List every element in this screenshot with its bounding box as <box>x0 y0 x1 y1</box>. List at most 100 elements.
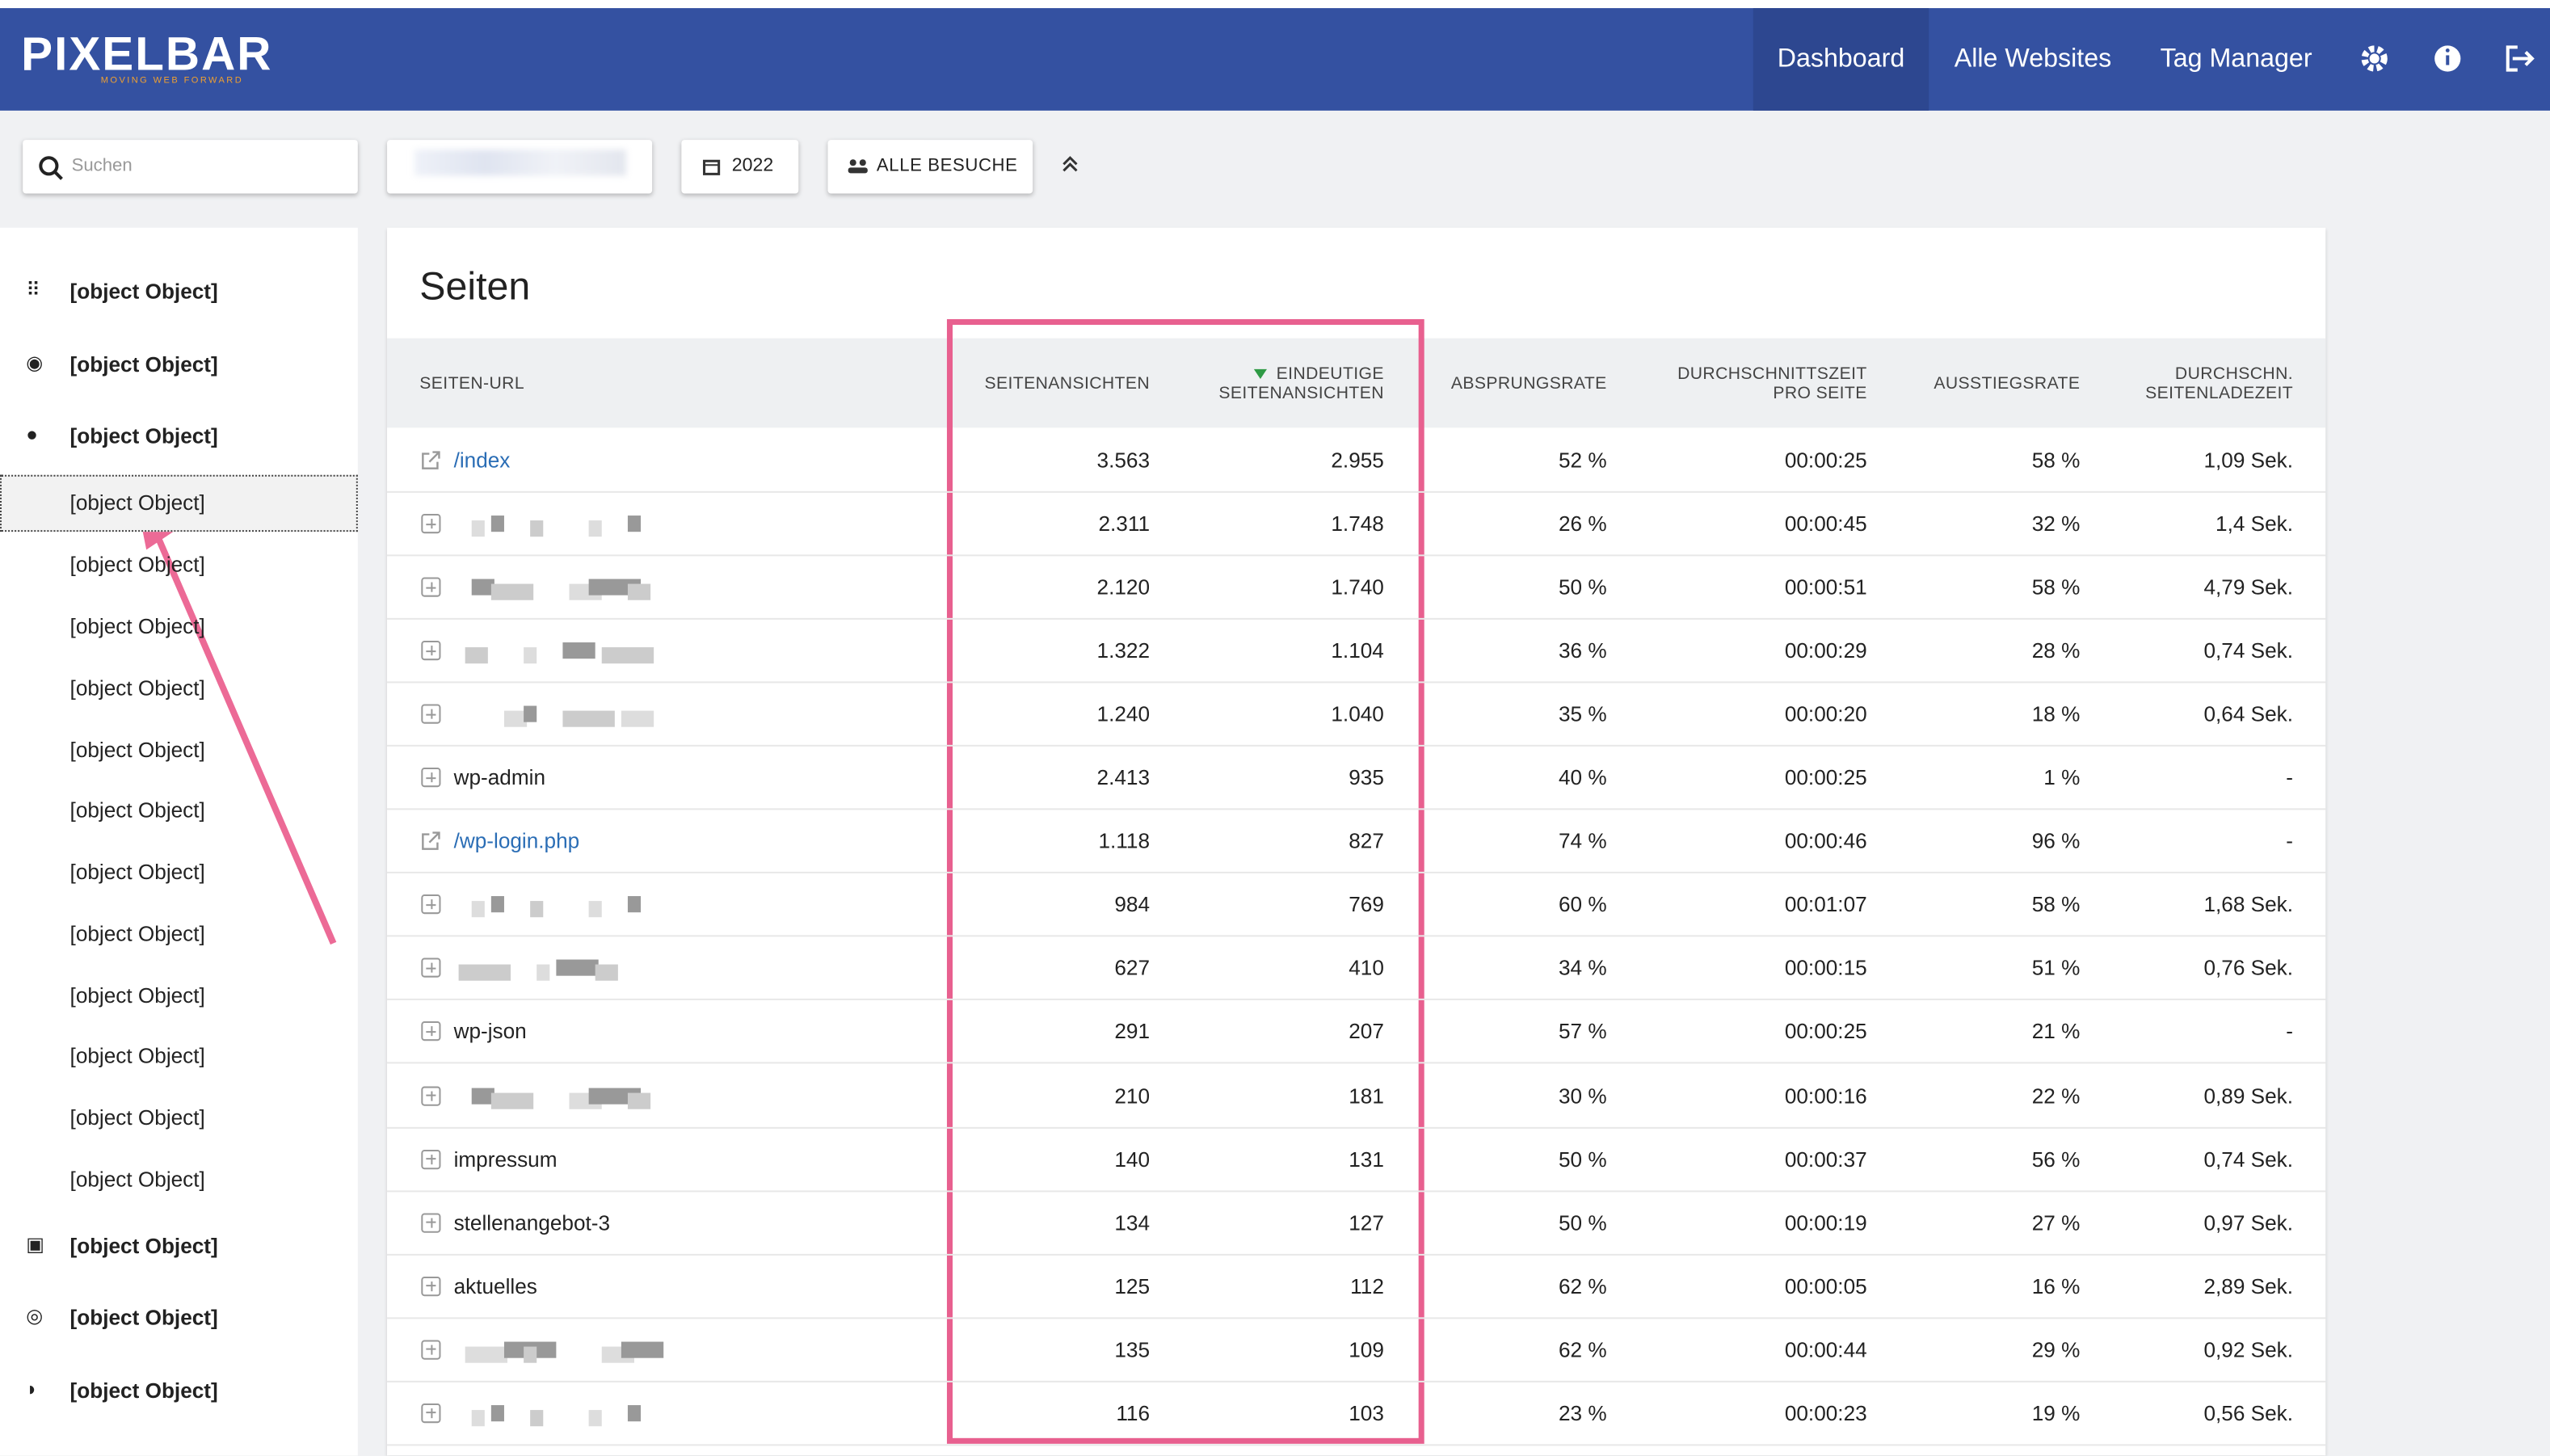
row-divider <box>387 872 2326 874</box>
menu-item[interactable]: [object Object] <box>69 921 205 946</box>
blurred-url <box>530 1409 544 1426</box>
selected-item-bg <box>0 474 358 532</box>
expand-icon[interactable] <box>421 1276 441 1296</box>
table-cell: 28 % <box>2031 638 2081 663</box>
menu-section[interactable]: [object Object] <box>69 279 218 304</box>
settings-core <box>2369 53 2380 64</box>
search-placeholder: Suchen <box>71 156 133 176</box>
date-label: 2022 <box>731 156 774 176</box>
table-cell: 58 % <box>2031 574 2081 600</box>
table-cell: 1.104 <box>1331 638 1384 663</box>
menu-icon: ● <box>26 423 38 446</box>
menu-section[interactable]: [object Object] <box>69 1233 218 1258</box>
blurred-url <box>537 965 550 982</box>
menu-item[interactable]: [object Object] <box>69 737 205 762</box>
menu-item[interactable]: [object Object] <box>69 552 205 577</box>
column-header[interactable]: SEITEN-URL <box>419 373 525 394</box>
row-divider <box>387 1316 2326 1319</box>
nav-item[interactable]: Alle Websites <box>1954 45 2112 74</box>
menu-item[interactable]: [object Object] <box>69 675 205 701</box>
table-cell: 00:00:19 <box>1784 1210 1867 1235</box>
column-header[interactable]: DURCHSCHNITTSZEIT PRO SEITE <box>1677 364 1867 404</box>
table-cell: 1.118 <box>1098 829 1151 854</box>
table-cell: 0,56 Sek. <box>2203 1400 2294 1425</box>
expand-icon[interactable] <box>421 1085 441 1105</box>
table-cell: 116 <box>1116 1400 1151 1425</box>
blurred-url <box>601 647 654 664</box>
blurred-url <box>458 965 511 982</box>
table-cell: 74 % <box>1558 829 1607 854</box>
date-button[interactable] <box>681 140 799 194</box>
column-header[interactable]: ABSPRUNGSRATE <box>1450 373 1607 394</box>
table-cell: 00:00:25 <box>1784 448 1867 473</box>
menu-section[interactable]: [object Object] <box>69 351 218 377</box>
table-cell: 2.413 <box>1096 765 1151 790</box>
menu-item[interactable]: [object Object] <box>69 1043 205 1068</box>
expand-icon[interactable] <box>421 1403 441 1423</box>
table-cell: 16 % <box>2031 1273 2081 1298</box>
menu-item[interactable]: [object Object] <box>69 983 205 1008</box>
menu-item[interactable]: [object Object] <box>69 1105 205 1130</box>
search-icon <box>39 156 63 180</box>
table-cell: 00:01:07 <box>1784 892 1867 917</box>
table-cell: 0,74 Sek. <box>2203 638 2294 663</box>
menu-item[interactable]: [object Object] <box>69 797 205 823</box>
column-header[interactable]: SEITENANSICHTEN <box>984 373 1151 394</box>
blurred-url <box>471 520 485 537</box>
blurred-url <box>627 1092 651 1109</box>
blurred-url <box>490 1092 534 1109</box>
page-link[interactable]: /wp-login.php <box>453 829 580 854</box>
external-link-icon[interactable] <box>419 449 442 472</box>
menu-section[interactable]: [object Object] <box>69 1305 218 1330</box>
table-cell: 35 % <box>1558 701 1607 727</box>
column-header[interactable]: AUSSTIEGSRATE <box>1934 373 2081 394</box>
sort-indicator[interactable] <box>1253 368 1267 379</box>
search-box[interactable] <box>23 140 358 194</box>
page-link[interactable]: /index <box>453 448 511 473</box>
menu-item[interactable]: [object Object] <box>69 490 205 515</box>
external-link-icon[interactable] <box>419 830 442 852</box>
page-url[interactable]: impressum <box>453 1147 558 1172</box>
page-url[interactable]: wp-json <box>453 1019 527 1045</box>
expand-icon[interactable] <box>421 958 441 978</box>
table-cell: 2.311 <box>1098 511 1151 537</box>
table-cell: 0,76 Sek. <box>2203 956 2294 981</box>
row-divider <box>387 1063 2326 1065</box>
table-cell: 26 % <box>1558 511 1607 537</box>
nav-item[interactable]: Tag Manager <box>2160 45 2312 74</box>
row-divider <box>387 1253 2326 1256</box>
nav-item[interactable]: Dashboard <box>1777 45 1905 74</box>
column-header[interactable]: DURCHSCHN. SEITENLADEZEIT <box>2145 364 2294 404</box>
expand-icon[interactable] <box>421 1149 441 1169</box>
page-url[interactable]: stellenangebot-3 <box>453 1210 611 1235</box>
expand-icon[interactable] <box>421 1339 441 1360</box>
expand-icon[interactable] <box>421 1212 441 1232</box>
page-url[interactable]: aktuelles <box>453 1273 537 1298</box>
expand-icon[interactable] <box>421 768 441 788</box>
expand-icon[interactable] <box>421 1021 441 1042</box>
expand-icon[interactable] <box>421 514 441 534</box>
table-cell: 1.322 <box>1096 638 1151 663</box>
table-cell: 134 <box>1114 1210 1151 1235</box>
logo[interactable]: PIXELBAR <box>21 29 273 82</box>
settings-icon[interactable] <box>2361 45 2388 72</box>
collapse-icon[interactable] <box>1060 154 1079 174</box>
menu-icon: ◗ <box>26 1377 38 1401</box>
menu-section[interactable]: [object Object] <box>69 423 218 448</box>
menu-item[interactable]: [object Object] <box>69 613 205 639</box>
table-cell: 29 % <box>2031 1336 2081 1362</box>
expand-icon[interactable] <box>421 894 441 915</box>
page-url[interactable]: wp-admin <box>453 765 546 790</box>
table-cell: 22 % <box>2031 1083 2081 1108</box>
blurred-url <box>471 1087 494 1104</box>
column-header[interactable]: EINDEUTIGE SEITENANSICHTEN <box>1218 364 1384 404</box>
table-cell: 1.240 <box>1096 701 1151 727</box>
expand-icon[interactable] <box>421 577 441 597</box>
menu-item[interactable]: [object Object] <box>69 859 205 884</box>
expand-icon[interactable] <box>421 641 441 661</box>
menu-item[interactable]: [object Object] <box>69 1167 205 1192</box>
logout-icon[interactable] <box>2506 45 2535 72</box>
segment-button[interactable] <box>827 140 1033 194</box>
expand-icon[interactable] <box>421 704 441 725</box>
menu-section[interactable]: [object Object] <box>69 1378 218 1403</box>
